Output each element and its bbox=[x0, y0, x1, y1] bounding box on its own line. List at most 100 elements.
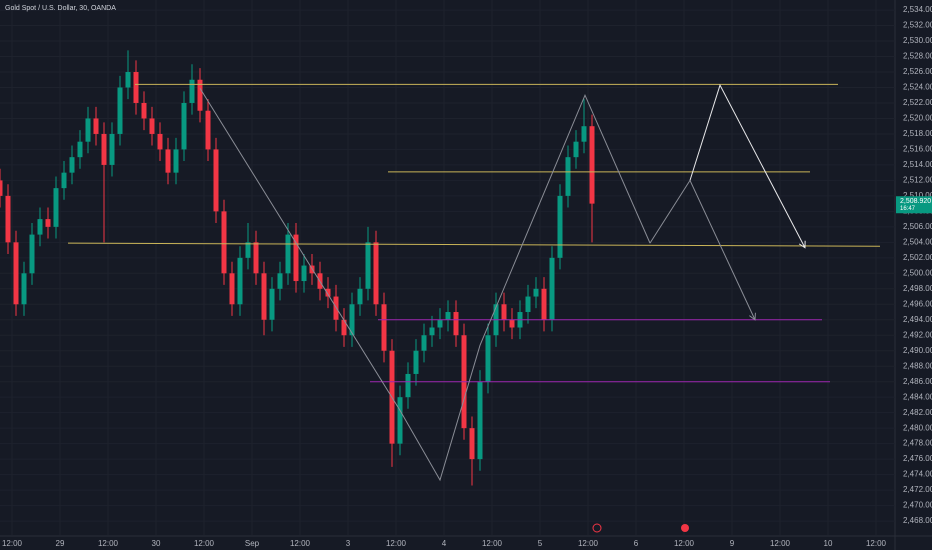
candle-body bbox=[213, 149, 219, 212]
candle-body bbox=[533, 288, 539, 297]
candle-body bbox=[69, 157, 75, 173]
x-tick-label: 12:00 bbox=[674, 539, 695, 548]
candle-body bbox=[573, 141, 579, 158]
y-tick-label: 2,502.000 bbox=[903, 253, 932, 262]
candle-body bbox=[565, 157, 571, 196]
candle-body bbox=[477, 381, 483, 460]
drawing-line bbox=[649, 179, 756, 320]
candle-body bbox=[141, 102, 147, 119]
candle-body bbox=[197, 79, 203, 111]
last-price-box bbox=[896, 196, 932, 214]
candle-body bbox=[37, 219, 43, 235]
y-tick-label: 2,488.000 bbox=[903, 361, 932, 370]
candle-body bbox=[341, 319, 347, 336]
x-tick-label: 9 bbox=[730, 539, 735, 548]
x-tick-label: 12:00 bbox=[770, 539, 791, 548]
y-tick-label: 2,482.000 bbox=[903, 408, 932, 417]
x-tick-label: 4 bbox=[442, 539, 447, 548]
y-tick-label: 2,524.000 bbox=[903, 83, 932, 92]
candle-body bbox=[61, 172, 67, 189]
event-icon[interactable] bbox=[592, 523, 602, 533]
candle-body bbox=[549, 257, 555, 320]
y-tick-label: 2,476.000 bbox=[903, 454, 932, 463]
x-tick-label: 5 bbox=[538, 539, 543, 548]
candle-body bbox=[373, 242, 379, 305]
candle-body bbox=[45, 219, 51, 227]
candle-body bbox=[437, 319, 443, 328]
x-tick-label: Sep bbox=[245, 539, 260, 548]
y-tick-label: 2,498.000 bbox=[903, 284, 932, 293]
candle-body bbox=[229, 273, 235, 305]
x-tick-label: 29 bbox=[56, 539, 65, 548]
candle-body bbox=[181, 102, 187, 150]
candle-body bbox=[109, 133, 115, 165]
candle-body bbox=[165, 149, 171, 173]
x-tick-label: 12:00 bbox=[482, 539, 503, 548]
candle-body bbox=[173, 149, 179, 173]
drawing-line bbox=[199, 87, 651, 482]
y-tick-label: 2,490.000 bbox=[903, 346, 932, 355]
candle-body bbox=[421, 335, 427, 351]
candle-body bbox=[29, 234, 35, 274]
y-tick-label: 2,534.000 bbox=[903, 5, 932, 14]
y-tick-label: 2,474.000 bbox=[903, 470, 932, 479]
candle-body bbox=[245, 242, 251, 258]
candle-body bbox=[101, 133, 107, 165]
y-tick-label: 2,468.000 bbox=[903, 516, 932, 525]
candle-body bbox=[557, 195, 563, 258]
candle-body bbox=[157, 133, 163, 150]
candle-body bbox=[13, 242, 19, 305]
x-tick-label: 12:00 bbox=[194, 539, 215, 548]
y-tick-label: 2,500.000 bbox=[903, 268, 932, 277]
candle-body bbox=[293, 234, 299, 282]
y-tick-label: 2,522.000 bbox=[903, 98, 932, 107]
y-tick-label: 2,530.000 bbox=[903, 36, 932, 45]
x-tick-label: 12:00 bbox=[290, 539, 311, 548]
last-price-label: 2,508.920 bbox=[900, 198, 931, 205]
candle-body bbox=[413, 350, 419, 374]
candle-body bbox=[0, 180, 3, 196]
candle-body bbox=[285, 234, 291, 274]
drawing-line bbox=[67, 242, 881, 247]
y-tick-label: 2,520.000 bbox=[903, 114, 932, 123]
candle-body bbox=[405, 373, 411, 398]
candle-body bbox=[85, 118, 91, 142]
x-tick-label: 30 bbox=[152, 539, 161, 548]
y-tick-label: 2,470.000 bbox=[903, 501, 932, 510]
candle-body bbox=[469, 428, 475, 460]
candle-body bbox=[429, 327, 435, 336]
candle-body bbox=[485, 335, 491, 382]
y-tick-label: 2,478.000 bbox=[903, 439, 932, 448]
x-tick-label: 12:00 bbox=[98, 539, 119, 548]
candle-body bbox=[253, 242, 259, 274]
y-tick-label: 2,510.000 bbox=[903, 191, 932, 200]
y-tick-label: 2,532.000 bbox=[903, 21, 932, 30]
candle-body bbox=[365, 242, 371, 289]
candle-body bbox=[277, 273, 283, 289]
x-tick-label: 12:00 bbox=[866, 539, 887, 548]
candle-body bbox=[221, 211, 227, 274]
candle-body bbox=[133, 72, 139, 103]
y-tick-label: 2,484.000 bbox=[903, 392, 932, 401]
candle-body bbox=[501, 304, 507, 320]
x-tick-label: 12:00 bbox=[386, 539, 407, 548]
arrow-head bbox=[798, 240, 806, 249]
candle-body bbox=[381, 304, 387, 351]
y-tick-label: 2,518.000 bbox=[903, 129, 932, 138]
x-tick-label: 12:00 bbox=[578, 539, 599, 548]
candle-body bbox=[301, 265, 307, 282]
candle-body bbox=[581, 126, 587, 142]
candle-body bbox=[5, 195, 11, 243]
candle-body bbox=[589, 126, 595, 204]
y-tick-label: 2,492.000 bbox=[903, 330, 932, 339]
event-icon[interactable] bbox=[681, 524, 689, 532]
candle-body bbox=[397, 397, 403, 444]
candle-body bbox=[205, 110, 211, 150]
candle-body bbox=[189, 79, 195, 103]
chart-title: Gold Spot / U.S. Dollar, 30, OANDA bbox=[5, 5, 116, 12]
candle-body bbox=[261, 273, 267, 320]
candle-body bbox=[149, 118, 155, 134]
y-tick-label: 2,528.000 bbox=[903, 52, 932, 61]
candle-body bbox=[53, 188, 59, 227]
